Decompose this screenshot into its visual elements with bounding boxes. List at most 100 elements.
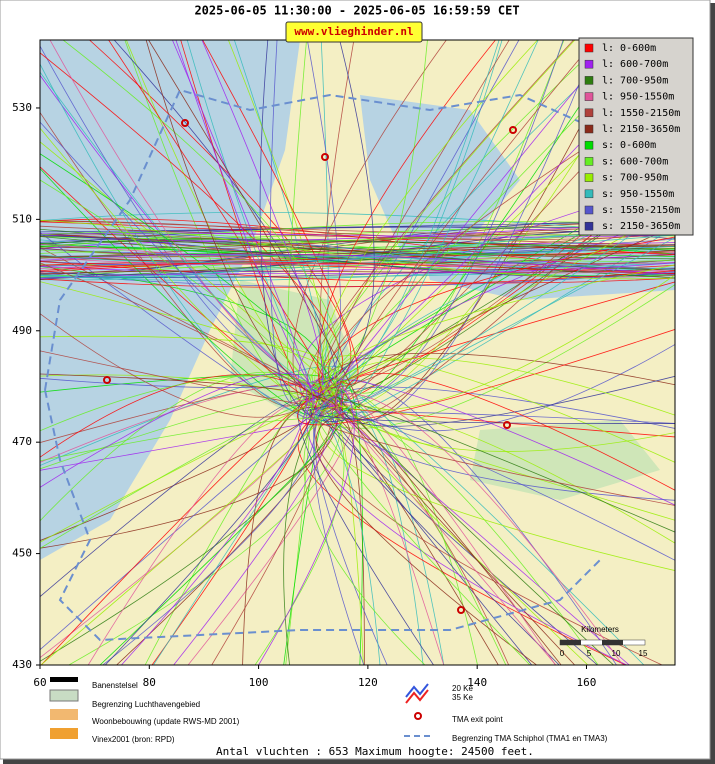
map-legend-item: Woonbebouwing (update RWS-MD 2001) — [92, 717, 240, 726]
y-tick-label: 510 — [12, 212, 32, 225]
flight-track — [40, 388, 347, 470]
flight-track — [339, 155, 675, 421]
flight-track — [337, 179, 675, 395]
map-legend-item: Vinex2001 (bron: RPD) — [92, 735, 175, 744]
map-legend-item: 35 Ke — [452, 693, 473, 702]
legend-swatch — [584, 140, 594, 150]
tma-boundary — [44, 88, 621, 642]
flight-track — [40, 373, 336, 411]
lake — [360, 95, 520, 250]
flight-track — [62, 40, 340, 401]
flight-track — [40, 416, 325, 665]
url[interactable]: www.vlieghinder.nl — [294, 25, 413, 38]
x-tick-label: 80 — [143, 676, 156, 689]
flight-track — [344, 375, 675, 427]
y-tick-label: 450 — [12, 547, 32, 560]
flight-track — [318, 40, 510, 384]
flight-track — [40, 121, 340, 399]
flight-track — [305, 207, 675, 394]
legend-label: s: 950-1550m — [602, 189, 674, 200]
flight-track — [297, 397, 434, 665]
flight-track — [321, 40, 538, 399]
flight-track — [297, 329, 675, 426]
flight-track — [40, 253, 675, 276]
flight-track — [308, 401, 560, 665]
legend-label: s: 600-700m — [602, 156, 668, 167]
flight-track — [40, 335, 332, 393]
flight-track — [334, 392, 562, 665]
housing-swatch — [50, 709, 78, 720]
flight-track — [258, 382, 355, 665]
flight-track — [311, 237, 675, 424]
flight-track — [298, 181, 675, 406]
flight-track — [40, 221, 675, 256]
legend-swatch — [584, 157, 594, 166]
flight-track — [40, 262, 675, 275]
flight-track — [329, 393, 576, 665]
flight-track — [40, 375, 343, 432]
map-legend-item: Begrenzing Luchthavengebied — [92, 700, 200, 709]
flight-track — [40, 417, 340, 462]
tma-icon — [414, 712, 422, 720]
flight-track — [175, 40, 338, 407]
flight-track — [306, 40, 341, 393]
map-legend-item: 20 Ke — [452, 684, 473, 693]
flight-track — [339, 379, 363, 665]
flight-track — [330, 226, 675, 423]
flight-track — [40, 395, 310, 597]
map-legend: Banenstelsel Begrenzing Luchthavengebied… — [49, 677, 608, 744]
tma-exit-points — [103, 119, 517, 614]
flight-track — [342, 203, 675, 403]
flight-track — [40, 127, 334, 407]
scale-tick-label: 0 — [560, 649, 565, 658]
legend-label: s: 1550-2150m — [602, 205, 680, 216]
flight-track — [320, 384, 675, 452]
url-box — [285, 21, 423, 43]
flight-track — [40, 231, 675, 262]
flight-track — [40, 270, 675, 288]
flight-track — [312, 377, 445, 665]
flight-track — [40, 245, 675, 277]
green-area — [470, 420, 660, 500]
y-tick-label: 430 — [12, 658, 32, 671]
flight-track — [40, 377, 326, 388]
scale-tick-label: 15 — [639, 649, 648, 658]
legend-label: l: 2150-3650m — [602, 124, 680, 135]
flight-track — [333, 264, 675, 384]
flight-track — [328, 89, 675, 386]
map-area: Kilometers 0 5 10 15 — [40, 40, 675, 665]
title: 2025-06-05 11:30:00 - 2025-06-05 16:59:5… — [194, 4, 519, 18]
legend-swatch — [584, 59, 594, 69]
flight-track — [40, 262, 331, 406]
axes: 60 80 100 120 140 160 430 450 470 490 510 530 — [12, 101, 596, 689]
flight-track — [324, 40, 617, 400]
flight-track — [313, 393, 624, 665]
legend-label: l: 0-600m — [602, 43, 656, 54]
x-tick-label: 160 — [577, 676, 597, 689]
map-legend-item: Banenstelsel — [92, 681, 138, 690]
y-tick-label: 490 — [12, 324, 32, 337]
ke20-icon — [405, 683, 429, 698]
flight-track — [309, 410, 675, 506]
flight-track — [173, 385, 343, 665]
flight-track — [121, 387, 308, 665]
flight-track — [40, 244, 675, 257]
flight-track — [317, 40, 496, 401]
flight-track — [318, 394, 675, 533]
legend-label: l: 700-950m — [602, 75, 668, 86]
flight-track — [333, 386, 675, 429]
flight-track — [309, 405, 675, 424]
legend-swatch — [584, 205, 594, 215]
legend-swatch — [584, 124, 594, 134]
flight-track — [306, 40, 574, 389]
flight-track — [40, 232, 675, 238]
scale-tick-label: 5 — [587, 649, 592, 658]
flight-track — [40, 261, 675, 284]
flight-track — [40, 374, 344, 408]
airport-swatch — [49, 689, 79, 702]
flight-track — [335, 387, 556, 665]
x-tick-label: 120 — [358, 676, 378, 689]
x-tick-label: 100 — [249, 676, 269, 689]
